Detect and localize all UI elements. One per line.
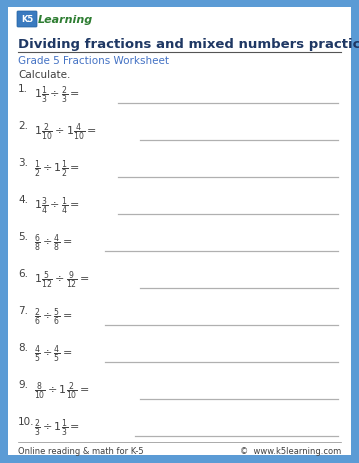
Text: 3.: 3. bbox=[18, 158, 28, 168]
Text: 2.: 2. bbox=[18, 121, 28, 131]
FancyBboxPatch shape bbox=[8, 8, 351, 455]
Text: Grade 5 Fractions Worksheet: Grade 5 Fractions Worksheet bbox=[18, 56, 169, 66]
Text: $1\frac{3}{4} \div \frac{1}{4} =$: $1\frac{3}{4} \div \frac{1}{4} =$ bbox=[34, 195, 80, 217]
Text: $\frac{2}{3} \div 1\frac{1}{3} =$: $\frac{2}{3} \div 1\frac{1}{3} =$ bbox=[34, 417, 80, 438]
Text: $1\frac{1}{3} \div \frac{2}{3} =$: $1\frac{1}{3} \div \frac{2}{3} =$ bbox=[34, 85, 80, 106]
Text: 7.: 7. bbox=[18, 305, 28, 315]
Text: Learning: Learning bbox=[38, 15, 93, 25]
Text: 9.: 9. bbox=[18, 379, 28, 389]
Text: $1\frac{5}{12} \div \frac{9}{12} =$: $1\frac{5}{12} \div \frac{9}{12} =$ bbox=[34, 269, 90, 291]
Text: 1.: 1. bbox=[18, 84, 28, 94]
Text: $\frac{2}{6} \div \frac{5}{6} =$: $\frac{2}{6} \div \frac{5}{6} =$ bbox=[34, 307, 73, 328]
Text: 8.: 8. bbox=[18, 342, 28, 352]
Text: $\frac{8}{10} \div 1\frac{2}{10} =$: $\frac{8}{10} \div 1\frac{2}{10} =$ bbox=[34, 380, 90, 401]
Text: Online reading & math for K-5: Online reading & math for K-5 bbox=[18, 446, 144, 455]
Text: K5: K5 bbox=[21, 15, 33, 25]
Text: 6.: 6. bbox=[18, 269, 28, 278]
FancyBboxPatch shape bbox=[17, 12, 37, 28]
Text: Calculate.: Calculate. bbox=[18, 70, 70, 80]
Text: $\frac{6}{8} \div \frac{4}{8} =$: $\frac{6}{8} \div \frac{4}{8} =$ bbox=[34, 232, 73, 254]
Text: $1\frac{2}{10} \div 1\frac{4}{10} =$: $1\frac{2}{10} \div 1\frac{4}{10} =$ bbox=[34, 122, 97, 143]
Text: $\frac{4}{5} \div \frac{4}{5} =$: $\frac{4}{5} \div \frac{4}{5} =$ bbox=[34, 343, 73, 365]
Text: Dividing fractions and mixed numbers practice: Dividing fractions and mixed numbers pra… bbox=[18, 38, 359, 51]
Text: 10.: 10. bbox=[18, 416, 34, 426]
Text: 5.: 5. bbox=[18, 232, 28, 242]
Text: ©  www.k5learning.com: © www.k5learning.com bbox=[240, 446, 341, 455]
Text: $\frac{1}{2} \div 1\frac{1}{2} =$: $\frac{1}{2} \div 1\frac{1}{2} =$ bbox=[34, 159, 80, 180]
Text: 4.: 4. bbox=[18, 194, 28, 205]
